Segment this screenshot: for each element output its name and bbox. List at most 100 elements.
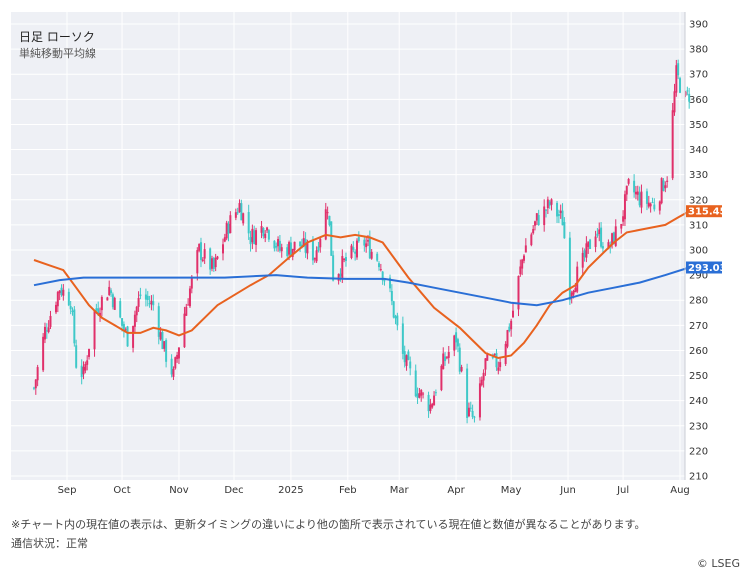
candle-up (326, 212, 329, 214)
candle-down (126, 326, 129, 347)
candle-down (144, 294, 147, 300)
candle-up (88, 348, 91, 357)
current-value-badge (686, 261, 722, 274)
candle-up (627, 179, 630, 184)
candle-up (625, 185, 628, 195)
candle-up (418, 393, 421, 398)
candle-down (339, 273, 342, 277)
candle-up (550, 199, 553, 205)
candle-down (278, 240, 281, 251)
candle-up (664, 185, 667, 189)
y-tick-label: 230 (689, 421, 708, 432)
candle-up (260, 226, 263, 233)
candle-down (368, 237, 371, 259)
candle-down (289, 242, 292, 256)
moving-average-line-2 (33, 266, 690, 307)
candle-up (150, 300, 153, 305)
candle-up (607, 242, 610, 249)
candle-down (612, 232, 615, 245)
candle-up (49, 315, 52, 327)
candle-up (34, 379, 37, 389)
candle-up (522, 255, 525, 261)
candle-down (157, 306, 160, 337)
connection-status: 通信状況：正常 (11, 537, 88, 550)
candle-down (212, 257, 215, 269)
candle-up (546, 199, 549, 209)
candle-down (416, 393, 419, 398)
candle-up (478, 383, 481, 418)
candle-up (343, 258, 346, 260)
candle-down (381, 271, 384, 281)
candle-up (673, 91, 676, 113)
candle-up (445, 357, 448, 359)
candle-down (557, 214, 560, 217)
x-tick-label: Apr (447, 485, 465, 496)
candle-down (273, 240, 276, 249)
candle-up (431, 403, 434, 408)
candle-up (100, 297, 103, 311)
candle-up (42, 336, 45, 371)
candle-down (662, 180, 665, 191)
candle-down (75, 345, 78, 368)
candle-down (165, 340, 168, 362)
candle-down (583, 250, 586, 258)
candle-down (352, 247, 355, 250)
candle-up (113, 297, 116, 310)
candle-down (651, 202, 654, 204)
candle-down (653, 204, 656, 210)
candle-up (222, 244, 225, 254)
y-tick-label: 270 (689, 321, 708, 332)
candle-down (253, 230, 256, 244)
candle-up (56, 292, 59, 307)
candle-up (234, 212, 237, 218)
candle-down (563, 222, 566, 239)
candle-up (622, 216, 625, 222)
candle-down (236, 212, 239, 214)
candle-down (589, 239, 592, 249)
candle-up (620, 223, 623, 229)
candle-down (491, 357, 494, 359)
candle-down (249, 237, 252, 245)
candle-up (460, 367, 463, 372)
candle-up (255, 230, 258, 245)
x-tick-label: May (501, 485, 522, 496)
moving-average-lines (33, 210, 690, 360)
y-tick-label: 210 (689, 472, 708, 483)
y-tick-label: 240 (689, 396, 708, 407)
candle-up (203, 249, 206, 259)
candle-up (324, 209, 327, 240)
candle-down (458, 347, 461, 372)
current-value-label: 293.03 (688, 263, 727, 274)
candle-up (671, 110, 674, 179)
candle-down (686, 90, 689, 92)
candle-up (535, 213, 538, 221)
candle-up (511, 310, 514, 318)
candle-up (266, 227, 269, 231)
candle-down (471, 410, 474, 417)
candle-up (198, 243, 201, 251)
candle-up (649, 203, 652, 207)
x-tick-label: Jul (616, 485, 629, 496)
candle-up (504, 343, 507, 365)
candle-down (407, 351, 410, 360)
candle-up (433, 395, 436, 406)
candle-down (152, 301, 155, 306)
candle-up (497, 367, 500, 371)
candle-down (455, 332, 458, 343)
candle-down (344, 257, 347, 261)
candle-down (286, 247, 289, 257)
candle-up (201, 259, 204, 261)
candle-down (97, 308, 100, 315)
candle-up (229, 215, 232, 234)
y-tick-label: 290 (689, 271, 708, 282)
candle-down (600, 227, 603, 247)
candle-up (251, 228, 254, 243)
y-tick-label: 250 (689, 371, 708, 382)
candle-up (137, 298, 140, 307)
candle-up (225, 222, 228, 239)
candle-down (299, 241, 302, 247)
x-axis: Sep Oct Nov Dec 2025 Feb Mar Apr May Jun Jul Aug (58, 485, 690, 496)
candle-up (519, 266, 522, 275)
candle-down (677, 63, 680, 76)
